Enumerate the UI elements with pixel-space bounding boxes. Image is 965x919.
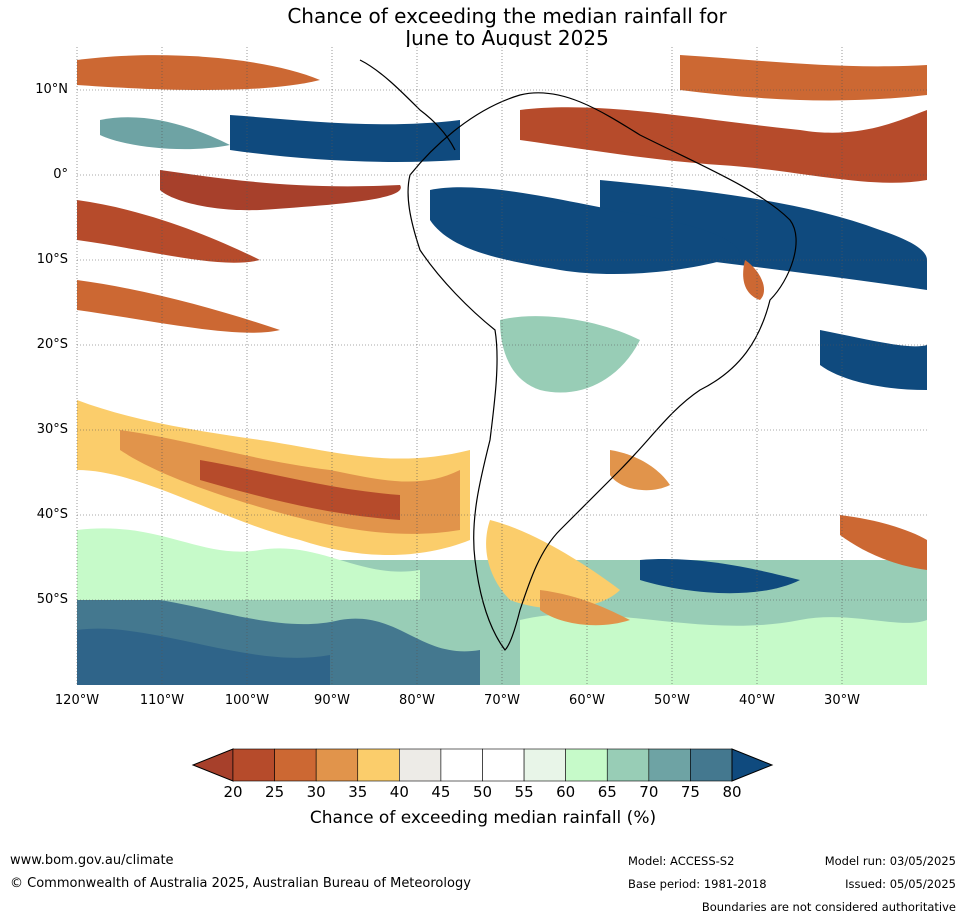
lon-label: 100°W	[224, 693, 270, 708]
colorbar-tick-label: 45	[431, 783, 451, 801]
colorbar-tick-label: 80	[722, 783, 742, 801]
colorbar-tick-label: 70	[639, 783, 659, 801]
footer-model: Model: ACCESS-S2	[628, 854, 735, 868]
colorbar-tick-label: 40	[389, 783, 409, 801]
colorbar-under-arrow	[191, 748, 234, 782]
footer-copyright: © Commonwealth of Australia 2025, Austra…	[10, 876, 471, 891]
colorbar-cell	[648, 748, 691, 782]
colorbar-tick-label: 25	[265, 783, 285, 801]
colorbar-cell	[690, 748, 733, 782]
colorbar-tick-label: 30	[306, 783, 326, 801]
lon-label: 110°W	[139, 693, 185, 708]
colorbar-cell	[482, 748, 525, 782]
colorbar-tick-label: 75	[680, 783, 700, 801]
lat-label: 30°S	[36, 422, 68, 437]
lon-label: 80°W	[399, 693, 435, 708]
colorbar-tick-label: 35	[348, 783, 368, 801]
lat-label: 0°	[53, 167, 68, 182]
colorbar-cell	[315, 748, 359, 782]
lat-label: 10°S	[36, 252, 68, 267]
colorbar-cell	[523, 748, 566, 782]
footer-url[interactable]: www.bom.gov.au/climate	[10, 853, 174, 868]
colorbar-tick-label: 65	[597, 783, 617, 801]
lat-label: 50°S	[36, 592, 68, 607]
colorbar-tick-label: 60	[556, 783, 576, 801]
colorbar-tick-label: 50	[472, 783, 493, 801]
map-title-line1: Chance of exceeding the median rainfall …	[287, 4, 727, 28]
colorbar-cell	[565, 748, 608, 782]
colorbar-cell	[274, 748, 317, 782]
footer-model-run: Model run: 03/05/2025	[824, 854, 956, 868]
lon-label: 60°W	[569, 693, 605, 708]
colorbar-cell	[357, 748, 400, 782]
map-title-line2: June to August 2025	[405, 26, 609, 50]
footer-disclaimer: Boundaries are not considered authoritat…	[701, 900, 956, 914]
lon-label: 40°W	[739, 693, 775, 708]
colorbar-cell	[606, 748, 650, 782]
lon-label: 70°W	[484, 693, 520, 708]
colorbar-label: Chance of exceeding median rainfall (%)	[309, 808, 657, 828]
colorbar-cell	[440, 748, 483, 782]
colorbar-cell	[232, 748, 275, 782]
colorbar	[191, 748, 774, 782]
colorbar-over-arrow	[731, 748, 774, 782]
footer-base-period: Base period: 1981-2018	[628, 877, 767, 891]
lat-label: 20°S	[36, 337, 68, 352]
lat-label: 40°S	[36, 507, 68, 522]
lon-label: 50°W	[654, 693, 690, 708]
colorbar-cell	[399, 748, 442, 782]
lon-label: 120°W	[54, 693, 100, 708]
graticule	[76, 47, 927, 685]
footer-issued: Issued: 05/05/2025	[845, 877, 956, 891]
colorbar-tick-label: 55	[514, 783, 534, 801]
lon-label: 30°W	[824, 693, 860, 708]
lat-label: 10°N	[35, 82, 68, 97]
colorbar-tick-label: 20	[223, 783, 243, 801]
lon-label: 90°W	[314, 693, 350, 708]
